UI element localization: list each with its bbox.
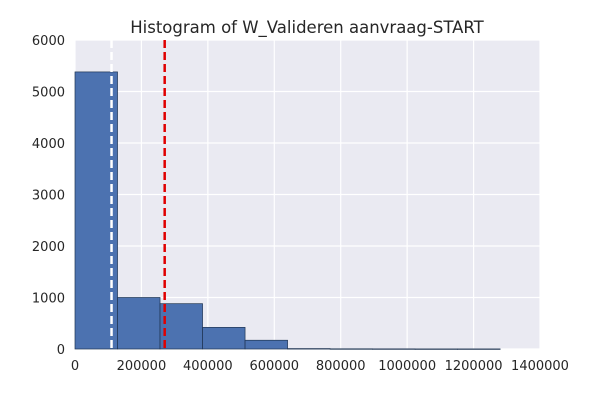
x-tick-label: 1000000 xyxy=(378,359,436,374)
histogram-bar-4 xyxy=(244,339,288,350)
x-tick-label: 600000 xyxy=(249,359,299,374)
histogram-bar-6 xyxy=(329,348,373,350)
x-tick-label: 400000 xyxy=(183,359,233,374)
x-axis-ticks: 0 200000 400000 600000 800000 1000000 1200000 1… xyxy=(71,359,569,374)
x-tick-label: 1200000 xyxy=(445,359,503,374)
y-axis-ticks: 0 1000 2000 3000 4000 5000 6000 xyxy=(32,34,65,358)
histogram-bar-7 xyxy=(372,348,416,350)
reference-lines xyxy=(110,40,166,349)
y-tick-label: 1000 xyxy=(32,292,65,307)
x-tick-label: 1400000 xyxy=(511,359,569,374)
histogram-bar-2 xyxy=(159,303,203,350)
histogram-bar-3 xyxy=(202,327,246,350)
histogram-bar-1 xyxy=(117,297,161,350)
y-tick-label: 0 xyxy=(57,343,65,358)
histogram-bar-5 xyxy=(287,348,331,350)
y-tick-label: 4000 xyxy=(32,137,65,152)
x-tick-label: 0 xyxy=(71,359,79,374)
histogram-bar-8 xyxy=(414,348,458,350)
y-tick-label: 6000 xyxy=(32,34,65,49)
y-tick-label: 5000 xyxy=(32,86,65,101)
chart-title: Histogram of W_Valideren aanvraag-START xyxy=(130,18,484,38)
y-tick-label: 2000 xyxy=(32,240,65,255)
x-tick-label: 200000 xyxy=(117,359,167,374)
histogram-bar-9 xyxy=(457,348,501,350)
x-tick-label: 800000 xyxy=(316,359,366,374)
y-tick-label: 3000 xyxy=(32,189,65,204)
